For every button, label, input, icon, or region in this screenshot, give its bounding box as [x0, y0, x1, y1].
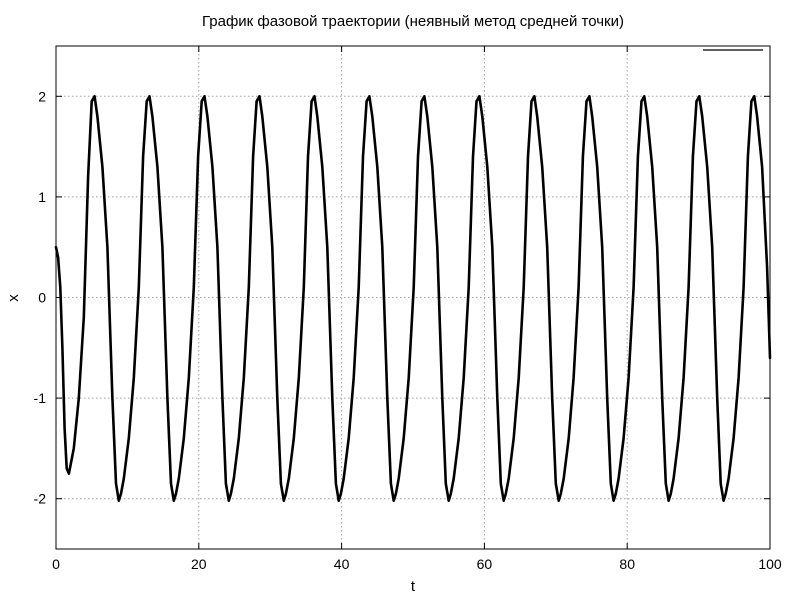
- y-tick-label: -2: [34, 491, 47, 507]
- series-layer: [54, 95, 772, 503]
- x-tick-labels: 0 20 40 60 80 100: [52, 556, 782, 572]
- x-tick-label: 0: [52, 556, 60, 572]
- y-tick-label: 2: [38, 88, 46, 104]
- x-tick-label: 80: [619, 556, 635, 572]
- chart-title: График фазовой траектории (неявный метод…: [202, 13, 624, 30]
- x-tick-label: 20: [191, 556, 207, 572]
- y-tick-label: 0: [38, 290, 46, 306]
- y-axis-label: x: [5, 294, 22, 302]
- x-tick-label: 40: [334, 556, 350, 572]
- y-tick-label: -1: [34, 390, 47, 406]
- axis-ticks: [55, 46, 771, 549]
- y-tick-label: 1: [38, 189, 46, 205]
- x-tick-label: 60: [477, 556, 493, 572]
- x-tick-label: 100: [758, 556, 782, 572]
- x-axis-label: t: [411, 578, 416, 595]
- y-tick-labels: -2 -1 0 1 2: [34, 88, 47, 506]
- series-line: [54, 95, 772, 503]
